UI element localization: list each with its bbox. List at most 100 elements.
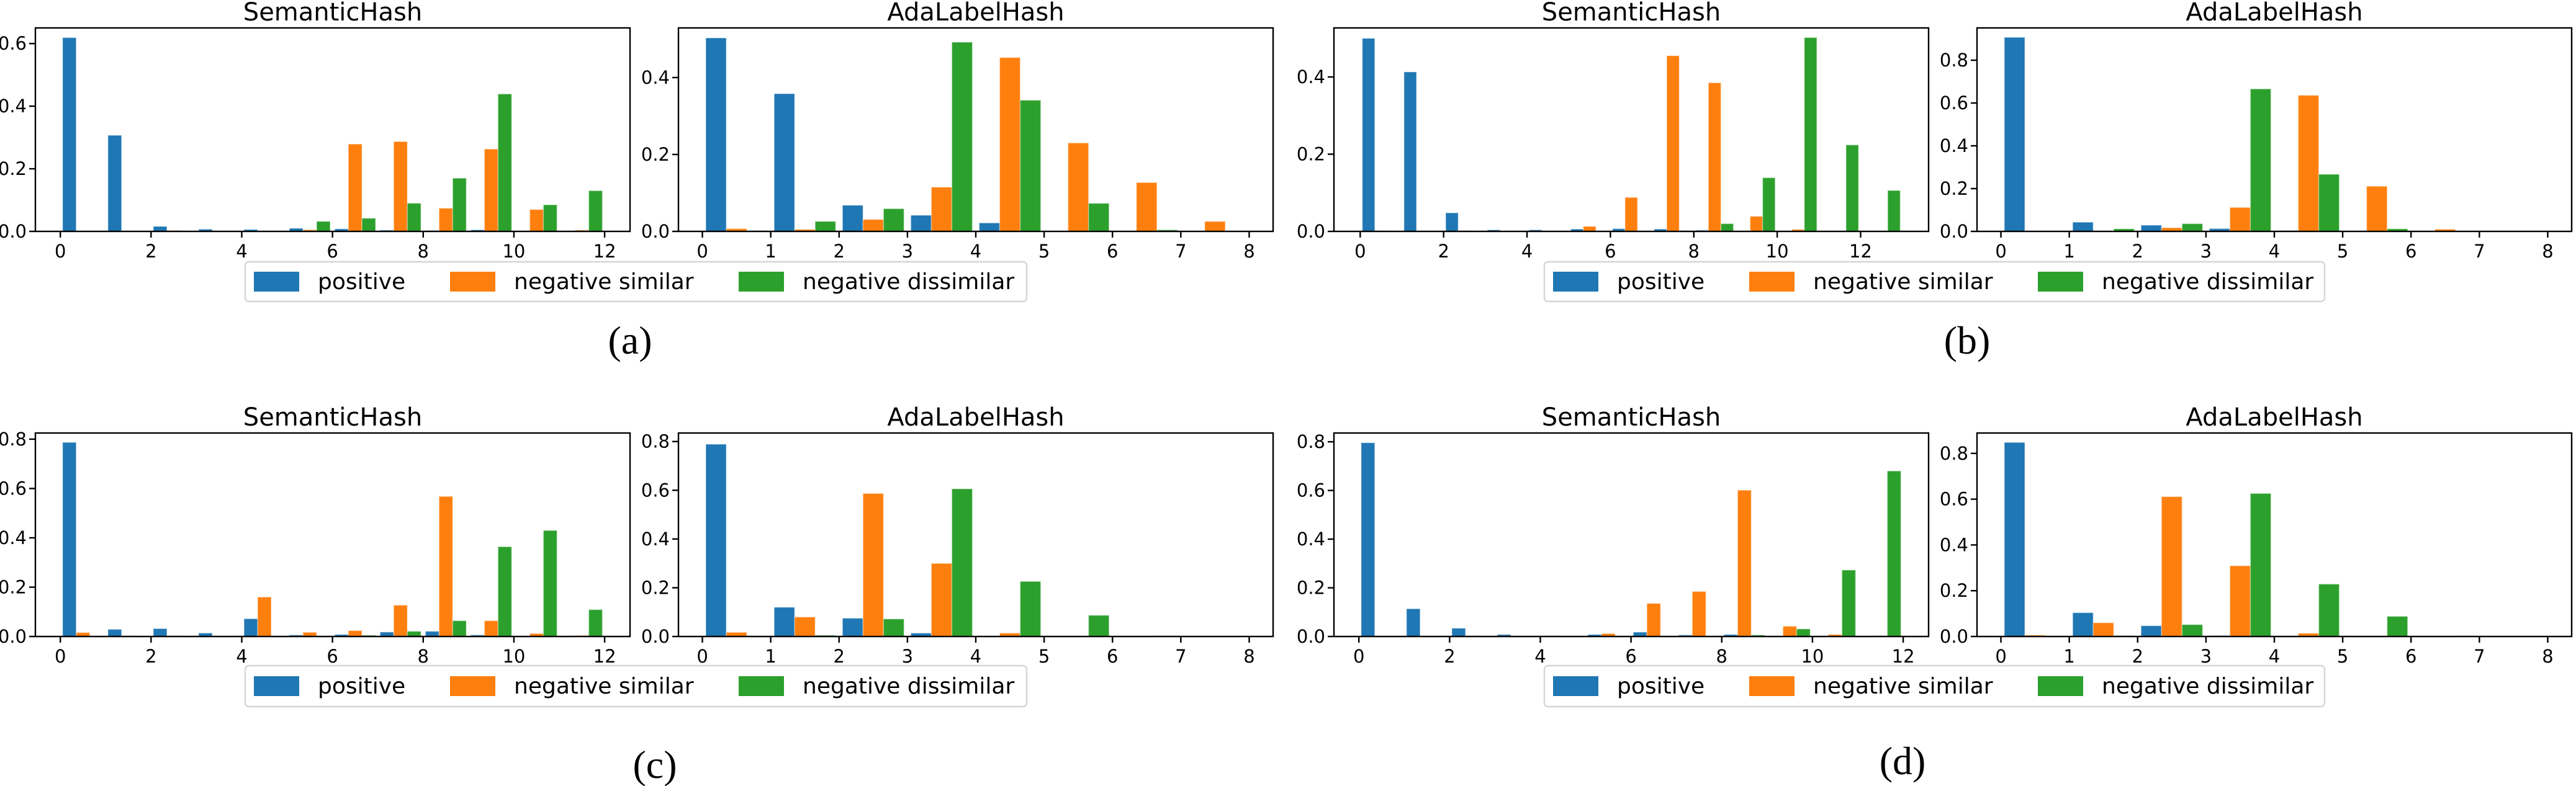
bar [2072, 221, 2094, 232]
legend-swatch [1749, 272, 1795, 292]
x-tick-label: 8 [2542, 646, 2553, 667]
bar [243, 618, 258, 637]
bar [1204, 221, 1226, 232]
x-tick-label: 10 [1801, 646, 1824, 667]
bar [2161, 496, 2183, 637]
x-tick-label: 0 [1353, 646, 1364, 667]
y-tick-label: 0.6 [641, 480, 670, 501]
bar [2004, 442, 2025, 637]
x-tick-label: 2 [1444, 646, 1455, 667]
bar [62, 37, 77, 232]
bar [588, 609, 603, 637]
bar [257, 596, 272, 637]
bar [2140, 625, 2163, 637]
subplot-title: SemanticHash [1542, 0, 1721, 27]
bar [794, 616, 816, 637]
bar [1445, 212, 1459, 232]
legend-frame [244, 261, 1028, 303]
legend-swatch [739, 676, 784, 696]
legend-item-negative-dissimilar: negative dissimilar [2038, 674, 2313, 699]
x-tick-label: 6 [2405, 646, 2416, 667]
legend-label: negative similar [1813, 674, 1993, 699]
legend-b: positive negative similar negative dissimi… [1543, 261, 2326, 303]
y-tick-label: 0.2 [641, 144, 670, 165]
bar [438, 496, 454, 637]
series-positive [705, 444, 932, 637]
subplot-c-adalabelhash: AdaLabelHash 0 1 2 3 4 5 6 7 8 0.0 0.2 0.4 0.6 0.8 [641, 403, 1274, 667]
bar [497, 546, 513, 637]
y-tick-label: 0.0 [641, 626, 670, 647]
legend-item-negative-similar: negative similar [450, 674, 694, 699]
bar [1886, 470, 1902, 637]
x-tick-label: 2 [2132, 646, 2143, 667]
bar [1841, 569, 1857, 637]
bar [62, 442, 77, 637]
legend-item-negative-dissimilar: negative dissimilar [739, 269, 1014, 295]
x-tick-label: 2 [1438, 241, 1449, 262]
x-tick-label: 10 [502, 241, 525, 262]
y-tick-label: 0.2 [1297, 578, 1325, 599]
captions: (a) (b) (c) (d) [608, 318, 1990, 786]
bar [2092, 622, 2114, 637]
x-tick-label: 8 [2542, 241, 2553, 262]
bar [930, 563, 953, 637]
bar [452, 620, 467, 637]
series-positive [2004, 442, 2231, 637]
y-tick-label: 0.4 [1940, 534, 1968, 555]
x-tick-label: 1 [765, 241, 776, 262]
legend-item-negative-dissimilar: negative dissimilar [2038, 269, 2313, 295]
bar [1403, 71, 1417, 232]
bar [1804, 37, 1817, 232]
legend-label: positive [318, 674, 405, 699]
bar [883, 618, 905, 637]
x-tick-label: 3 [902, 646, 913, 667]
x-tick-label: 8 [1243, 241, 1254, 262]
y-tick-label: 0.0 [641, 221, 670, 242]
y-tick-label: 0.6 [1940, 489, 1968, 510]
y-tick-label: 0.6 [0, 33, 27, 54]
x-tick-label: 0 [1995, 241, 2006, 262]
bar [773, 607, 795, 637]
bar [393, 141, 408, 232]
bar [2229, 565, 2251, 637]
bar [2004, 37, 2025, 232]
x-tick-label: 5 [2337, 241, 2348, 262]
bar [1136, 182, 1158, 232]
subplot-title: AdaLabelHash [2186, 403, 2362, 432]
legend-swatch [450, 272, 495, 292]
bar [1361, 38, 1376, 232]
bar [425, 630, 440, 637]
y-tick-label: 0.0 [0, 221, 27, 242]
bar [497, 93, 513, 232]
bar [862, 219, 885, 232]
bar [588, 190, 603, 232]
bar [2318, 583, 2340, 637]
subplot-a-semantichash: SemanticHash 0 2 4 6 8 10 12 0.0 0.2 0.4 0.6 [0, 0, 631, 262]
x-tick-label: 6 [327, 646, 338, 667]
subplot-title: AdaLabelHash [2186, 0, 2362, 27]
series-negative-dissimilar [1637, 37, 1901, 232]
legend-swatch [1749, 676, 1795, 696]
y-tick-label: 0.2 [1297, 144, 1325, 165]
bar [1749, 215, 1763, 232]
legend-label: negative dissimilar [803, 674, 1014, 699]
y-tick-label: 0.4 [1297, 529, 1325, 550]
x-tick-label: 0 [55, 646, 66, 667]
subplot-b-semantichash: SemanticHash 0 2 4 6 8 10 12 0.0 0.2 0.4 [1297, 0, 1930, 262]
bar [883, 208, 905, 232]
legend-label: negative dissimilar [2102, 674, 2313, 699]
legend-label: negative similar [514, 269, 694, 295]
bar [484, 620, 499, 637]
y-tick-label: 0.4 [641, 529, 670, 550]
y-tick-label: 0.4 [641, 67, 670, 88]
y-tick-label: 0.4 [1940, 135, 1968, 156]
bar [1887, 190, 1901, 232]
x-tick-label: 5 [1038, 646, 1050, 667]
x-tick-label: 6 [2405, 241, 2416, 262]
bar [2249, 493, 2272, 637]
series-negative-similar [2024, 496, 2320, 637]
bar [348, 630, 363, 637]
legend-label: negative similar [514, 674, 694, 699]
bar [1088, 202, 1110, 232]
